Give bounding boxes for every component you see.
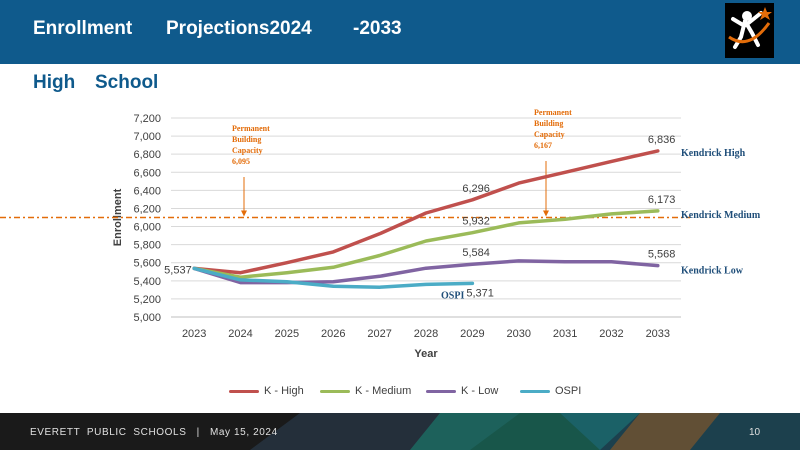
legend-label: OSPI bbox=[555, 385, 582, 397]
footer-org-date: EVERETT PUBLIC SCHOOLS | May 15, 2024 bbox=[30, 427, 278, 438]
legend-label: K - Medium bbox=[355, 385, 412, 397]
x-tick-label: 2031 bbox=[553, 328, 577, 340]
data-label: 5,371 bbox=[466, 287, 494, 299]
header-bar: Enrollment Projections2024 -2033 bbox=[0, 0, 800, 64]
y-tick-label: 5,600 bbox=[133, 258, 161, 270]
x-axis-title: Year bbox=[414, 348, 438, 360]
page-title-part2: Projections2024 bbox=[166, 18, 312, 39]
legend-label: K - Low bbox=[461, 385, 499, 397]
capacity-annotation-line: 6,167 bbox=[534, 141, 552, 150]
page-title-part1: Enrollment bbox=[33, 18, 133, 39]
page-title-part3: -2033 bbox=[353, 18, 402, 39]
x-tick-label: 2033 bbox=[646, 328, 670, 340]
capacity-annotation-line: Building bbox=[534, 119, 563, 128]
x-tick-label: 2027 bbox=[367, 328, 391, 340]
series-end-label: Kendrick Medium bbox=[681, 210, 761, 221]
series-end-label: Kendrick Low bbox=[681, 266, 744, 277]
x-tick-label: 2024 bbox=[228, 328, 252, 340]
chart-legend: K - High K - Medium K - Low OSPI bbox=[0, 383, 800, 399]
page-number: 10 bbox=[749, 427, 761, 438]
series-end-label: OSPI bbox=[441, 290, 464, 301]
footer-bar: EVERETT PUBLIC SCHOOLS | May 15, 2024 10 bbox=[0, 413, 800, 450]
series-line-k-high bbox=[192, 149, 660, 275]
data-label: 5,568 bbox=[648, 249, 676, 261]
capacity-annotation-line: Permanent bbox=[534, 108, 572, 117]
series-line-ospi bbox=[192, 266, 475, 289]
y-tick-label: 6,200 bbox=[133, 203, 161, 215]
y-tick-label: 5,200 bbox=[133, 294, 161, 306]
y-tick-label: 6,600 bbox=[133, 167, 161, 179]
x-tick-label: 2029 bbox=[460, 328, 484, 340]
y-tick-label: 6,000 bbox=[133, 222, 161, 234]
capacity-annotation-line: Capacity bbox=[232, 146, 263, 155]
capacity-annotation-line: Permanent bbox=[232, 124, 270, 133]
legend-label: K - High bbox=[264, 385, 304, 397]
data-label: 5,537 bbox=[164, 264, 192, 276]
x-tick-label: 2028 bbox=[414, 328, 438, 340]
data-label: 5,584 bbox=[462, 247, 490, 259]
legend-swatch bbox=[320, 389, 350, 393]
y-tick-label: 7,200 bbox=[133, 113, 161, 125]
capacity-annotation-line: 6,095 bbox=[232, 157, 250, 166]
legend-item: K - High bbox=[229, 383, 304, 399]
data-label: 6,836 bbox=[648, 134, 676, 146]
section-subtitle-part1: High bbox=[33, 72, 76, 93]
legend-item: OSPI bbox=[520, 383, 581, 399]
y-tick-label: 5,000 bbox=[133, 312, 161, 324]
x-tick-label: 2023 bbox=[182, 328, 206, 340]
x-tick-label: 2032 bbox=[599, 328, 623, 340]
y-tick-label: 6,400 bbox=[133, 185, 161, 197]
x-tick-label: 2030 bbox=[506, 328, 530, 340]
series-end-label: Kendrick High bbox=[681, 148, 746, 159]
section-subtitle-part2: School bbox=[95, 72, 159, 93]
legend-swatch bbox=[426, 389, 456, 393]
capacity-arrow-head bbox=[543, 210, 549, 217]
capacity-annotation-line: Building bbox=[232, 135, 261, 144]
y-tick-label: 5,800 bbox=[133, 240, 161, 252]
legend-swatch bbox=[520, 389, 550, 393]
footer-decoration bbox=[250, 413, 800, 450]
capacity-arrow-head bbox=[241, 210, 247, 217]
y-tick-label: 5,400 bbox=[133, 276, 161, 288]
data-label: 6,296 bbox=[462, 183, 490, 195]
data-label: 5,932 bbox=[462, 216, 490, 228]
capacity-annotation-line: Capacity bbox=[534, 130, 565, 139]
x-tick-label: 2025 bbox=[275, 328, 299, 340]
y-tick-label: 6,800 bbox=[133, 149, 161, 161]
legend-item: K - Medium bbox=[320, 383, 411, 399]
district-logo-icon bbox=[725, 3, 774, 58]
legend-swatch bbox=[229, 389, 259, 393]
legend-item: K - Low bbox=[426, 383, 498, 399]
enrollment-line-chart: 5,000 5,200 5,400 5,600 5,800 6,000 6,200 6,400… bbox=[0, 108, 761, 360]
data-label: 6,173 bbox=[648, 194, 676, 206]
y-tick-label: 7,000 bbox=[133, 131, 161, 143]
x-tick-label: 2026 bbox=[321, 328, 345, 340]
series-line-k-medium bbox=[192, 209, 660, 279]
